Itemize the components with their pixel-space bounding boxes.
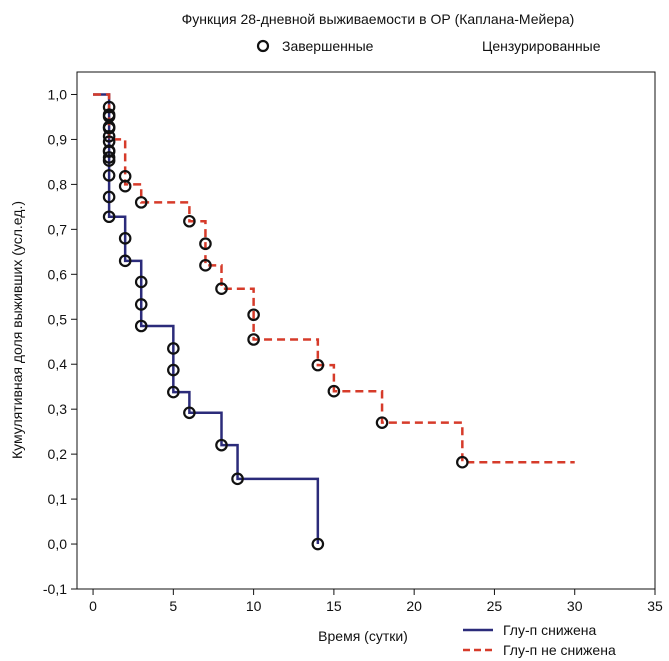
x-tick-label: 35 bbox=[647, 598, 663, 614]
y-tick-label: 0,5 bbox=[48, 311, 68, 327]
completed-marker-icon bbox=[256, 39, 270, 53]
event-marker bbox=[311, 537, 325, 551]
y-tick-label: 0,2 bbox=[48, 446, 68, 462]
y-tick-label: 0,4 bbox=[48, 356, 68, 372]
event-marker bbox=[102, 145, 116, 158]
y-tick-label: 0,9 bbox=[48, 131, 68, 147]
event-marker bbox=[134, 275, 148, 289]
event-marker bbox=[167, 385, 180, 399]
x-tick-label: 10 bbox=[246, 598, 262, 614]
event-marker bbox=[199, 259, 212, 272]
event-marker bbox=[183, 214, 196, 228]
event-marker bbox=[231, 472, 244, 486]
y-tick-label: 0,1 bbox=[48, 491, 68, 507]
event-marker bbox=[102, 121, 116, 135]
event-marker bbox=[134, 319, 148, 333]
x-tick-label: 30 bbox=[567, 598, 583, 614]
event-marker bbox=[183, 406, 196, 420]
event-marker bbox=[118, 232, 132, 245]
series-layer bbox=[93, 93, 575, 551]
y-tick-label: 0,8 bbox=[48, 176, 68, 192]
event-marker bbox=[118, 179, 132, 193]
y-tick-label: 0,7 bbox=[48, 221, 68, 237]
event-marker bbox=[327, 384, 341, 398]
x-tick-label: 25 bbox=[487, 598, 503, 614]
event-marker bbox=[102, 190, 116, 204]
event-marker bbox=[375, 416, 389, 429]
y-tick-label: -0,1 bbox=[43, 581, 67, 597]
event-marker bbox=[102, 129, 116, 143]
series-legend: Глу-п снижена Глу-п не снижена bbox=[463, 622, 616, 658]
event-marker bbox=[134, 298, 148, 311]
event-marker bbox=[167, 363, 180, 377]
y-tick-label: 1,0 bbox=[48, 86, 68, 102]
x-tick-label: 5 bbox=[169, 598, 177, 614]
x-axis-label: Время (сутки) bbox=[318, 628, 408, 644]
marker-legend: Завершенные Цензурированные bbox=[256, 38, 601, 54]
x-tick-label: 15 bbox=[326, 598, 342, 614]
event-marker bbox=[102, 108, 116, 122]
series-line-0 bbox=[93, 93, 320, 545]
event-marker bbox=[247, 333, 260, 346]
marker-legend-censored-label: Цензурированные bbox=[482, 38, 601, 54]
event-marker bbox=[311, 358, 325, 372]
event-marker bbox=[215, 282, 228, 295]
y-axis-label: Кумулятивная доля выживших (усл.ед.) bbox=[9, 201, 25, 459]
event-marker bbox=[456, 455, 469, 469]
y-tick-label: 0,6 bbox=[48, 266, 68, 282]
event-marker bbox=[247, 308, 260, 322]
y-tick-label: 0,0 bbox=[48, 536, 68, 552]
legend-label-glu-lowered: Глу-п снижена bbox=[503, 622, 597, 638]
x-tick-label: 20 bbox=[406, 598, 422, 614]
legend-label-glu-not-lowered: Глу-п не снижена bbox=[503, 642, 616, 658]
plot-frame bbox=[76, 71, 656, 590]
x-tick-label: 0 bbox=[89, 598, 97, 614]
event-marker bbox=[102, 169, 116, 182]
series-line-1 bbox=[93, 93, 575, 464]
event-marker bbox=[102, 154, 116, 167]
event-marker bbox=[134, 196, 148, 209]
event-marker bbox=[102, 210, 116, 224]
x-axis: 0 5 10 15 20 25 30 35 bbox=[89, 589, 663, 614]
event-marker bbox=[215, 438, 228, 452]
y-tick-label: 0,3 bbox=[48, 401, 68, 417]
event-marker bbox=[118, 254, 132, 268]
event-marker bbox=[167, 342, 180, 355]
event-marker bbox=[199, 237, 212, 251]
y-axis: -0,1 0,0 0,1 0,2 0,3 0,4 0,5 0,6 0,7 0,8 0,9 1,0 bbox=[43, 86, 77, 597]
marker-legend-completed-label: Завершенные bbox=[282, 38, 374, 54]
chart-title: Функция 28-дневной выживаемости в ОР (Ка… bbox=[182, 11, 575, 27]
